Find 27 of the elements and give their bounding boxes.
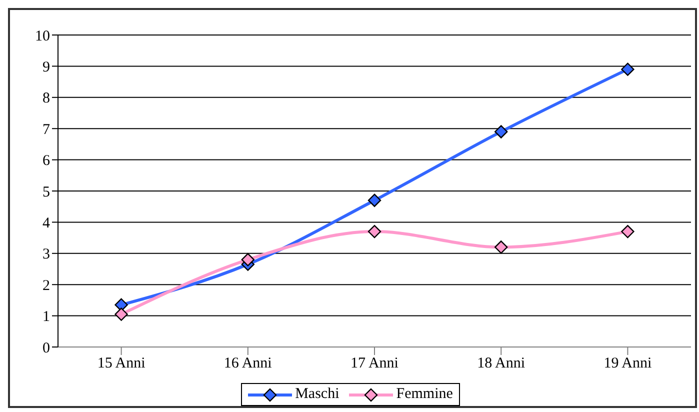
x-tick-label: 17 Anni: [350, 356, 398, 372]
y-tick-label: 4: [42, 216, 50, 232]
x-tick-label: 18 Anni: [477, 356, 526, 372]
point: [114, 298, 128, 312]
y-tick-label: 1: [42, 309, 50, 326]
legend-label: Femmine: [395, 386, 453, 403]
y-tick-label: 5: [42, 184, 50, 200]
point: [368, 224, 382, 238]
point: [494, 125, 508, 138]
point: [368, 194, 382, 207]
point: [241, 253, 254, 266]
x-tick-label: 16 Anni: [224, 356, 272, 372]
y-tick-label: 7: [42, 122, 50, 138]
x-tick-label: 15 Anni: [97, 356, 146, 372]
point: [494, 240, 508, 254]
point: [621, 224, 634, 238]
point: [621, 62, 634, 76]
point: [114, 308, 128, 321]
legend-label: Maschi: [294, 386, 340, 403]
y-tick-label: 10: [35, 28, 50, 44]
y-tick-label: 9: [42, 60, 50, 76]
y-tick-label: 2: [42, 278, 50, 294]
y-tick-label: 3: [42, 246, 50, 263]
y-tick-label: 8: [42, 90, 50, 107]
x-tick-label: 19 Anni: [604, 356, 652, 372]
y-tick-label: 6: [42, 153, 50, 170]
y-tick-label: 0: [42, 340, 50, 356]
